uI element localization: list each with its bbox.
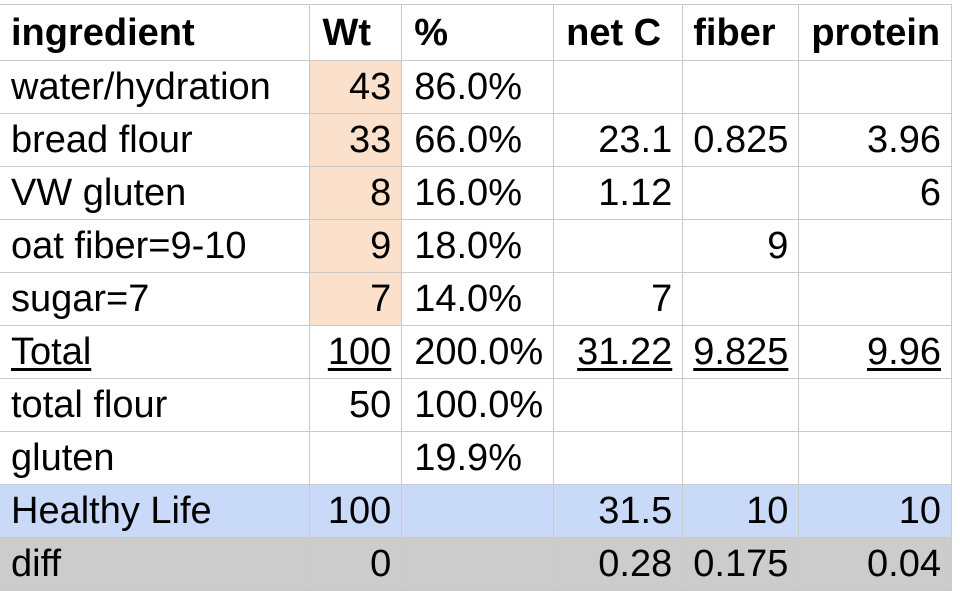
cell-pct[interactable]: 86.0% <box>401 60 555 114</box>
cell-healthy-wt[interactable]: 100 <box>309 484 403 538</box>
cell-fiber[interactable]: 0.825 <box>682 113 800 167</box>
table-row: VW gluten 8 16.0% 1.12 6 <box>0 166 952 220</box>
cell-total-netc[interactable]: 31.22 <box>553 325 684 379</box>
cell-healthy-label[interactable]: Healthy Life <box>0 484 311 538</box>
total-wt: 100 <box>327 331 392 373</box>
cell-empty[interactable] <box>553 431 684 485</box>
cell-fiber[interactable] <box>682 60 800 114</box>
table-row: oat fiber=9-10 9 18.0% 9 <box>0 219 952 273</box>
cell-gluten-pct[interactable]: 19.9% <box>401 431 555 485</box>
cell-wt[interactable]: 43 <box>309 60 403 114</box>
header-ingredient[interactable]: ingredient <box>0 4 311 61</box>
cell-pct[interactable]: 14.0% <box>401 272 555 326</box>
cell-diff-fiber[interactable]: 0.175 <box>682 537 800 591</box>
header-netc[interactable]: net C <box>553 4 684 61</box>
ingredient-table: ingredient Wt % net C fiber protein wate… <box>0 4 952 591</box>
healthy-life-row: Healthy Life 100 31.5 10 10 <box>0 484 952 538</box>
cell-wt[interactable]: 9 <box>309 219 403 273</box>
cell-protein[interactable]: 6 <box>798 166 952 220</box>
cell-total-wt[interactable]: 100 <box>309 325 403 379</box>
cell-diff-wt[interactable]: 0 <box>309 537 403 591</box>
cell-ingredient[interactable]: sugar=7 <box>0 272 311 326</box>
cell-total-flour-pct[interactable]: 100.0% <box>401 378 555 432</box>
cell-healthy-fiber[interactable]: 10 <box>682 484 800 538</box>
total-row: Total 100 200.0% 31.22 9.825 9.96 <box>0 325 952 379</box>
cell-healthy-netc[interactable]: 31.5 <box>553 484 684 538</box>
cell-ingredient[interactable]: bread flour <box>0 113 311 167</box>
cell-empty[interactable] <box>798 378 952 432</box>
cell-total-pct[interactable]: 200.0% <box>401 325 555 379</box>
cell-protein[interactable] <box>798 272 952 326</box>
cell-pct[interactable]: 18.0% <box>401 219 555 273</box>
total-flour-row: total flour 50 100.0% <box>0 378 952 432</box>
cell-wt[interactable]: 33 <box>309 113 403 167</box>
cell-wt[interactable]: 7 <box>309 272 403 326</box>
cell-total-label[interactable]: Total <box>0 325 311 379</box>
header-wt[interactable]: Wt <box>309 4 403 61</box>
header-fiber[interactable]: fiber <box>682 4 800 61</box>
cell-diff-protein[interactable]: 0.04 <box>798 537 952 591</box>
cell-netc[interactable]: 7 <box>553 272 684 326</box>
total-protein: 9.96 <box>867 331 941 373</box>
table-row: bread flour 33 66.0% 23.1 0.825 3.96 <box>0 113 952 167</box>
cell-fiber[interactable] <box>682 272 800 326</box>
cell-total-protein[interactable]: 9.96 <box>798 325 952 379</box>
cell-total-fiber[interactable]: 9.825 <box>682 325 800 379</box>
cell-netc[interactable] <box>553 60 684 114</box>
header-protein[interactable]: protein <box>798 4 952 61</box>
cell-empty[interactable] <box>401 484 555 538</box>
gluten-row: gluten 19.9% <box>0 431 952 485</box>
table-row: sugar=7 7 14.0% 7 <box>0 272 952 326</box>
cell-gluten-label[interactable]: gluten <box>0 431 311 485</box>
cell-protein[interactable]: 3.96 <box>798 113 952 167</box>
cell-pct[interactable]: 66.0% <box>401 113 555 167</box>
cell-empty[interactable] <box>682 378 800 432</box>
total-netc: 31.22 <box>577 331 673 373</box>
cell-protein[interactable] <box>798 219 952 273</box>
cell-empty[interactable] <box>682 431 800 485</box>
table-row: water/hydration 43 86.0% <box>0 60 952 114</box>
cell-ingredient[interactable]: oat fiber=9-10 <box>0 219 311 273</box>
cell-netc[interactable]: 1.12 <box>553 166 684 220</box>
cell-pct[interactable]: 16.0% <box>401 166 555 220</box>
cell-diff-netc[interactable]: 0.28 <box>553 537 684 591</box>
total-fiber: 9.825 <box>693 331 789 373</box>
cell-ingredient[interactable]: VW gluten <box>0 166 311 220</box>
cell-netc[interactable]: 23.1 <box>553 113 684 167</box>
cell-total-flour-wt[interactable]: 50 <box>309 378 403 432</box>
cell-empty[interactable] <box>553 378 684 432</box>
cell-fiber[interactable] <box>682 166 800 220</box>
cell-empty[interactable] <box>401 537 555 591</box>
cell-healthy-protein[interactable]: 10 <box>798 484 952 538</box>
cell-ingredient[interactable]: water/hydration <box>0 60 311 114</box>
total-label: Total <box>11 331 92 373</box>
cell-empty[interactable] <box>798 431 952 485</box>
header-pct[interactable]: % <box>401 4 555 61</box>
header-row: ingredient Wt % net C fiber protein <box>0 4 952 61</box>
diff-row: diff 0 0.28 0.175 0.04 <box>0 537 952 591</box>
cell-protein[interactable] <box>798 60 952 114</box>
cell-diff-label[interactable]: diff <box>0 537 311 591</box>
cell-fiber[interactable]: 9 <box>682 219 800 273</box>
cell-total-flour-label[interactable]: total flour <box>0 378 311 432</box>
cell-empty[interactable] <box>309 431 403 485</box>
cell-wt[interactable]: 8 <box>309 166 403 220</box>
cell-netc[interactable] <box>553 219 684 273</box>
